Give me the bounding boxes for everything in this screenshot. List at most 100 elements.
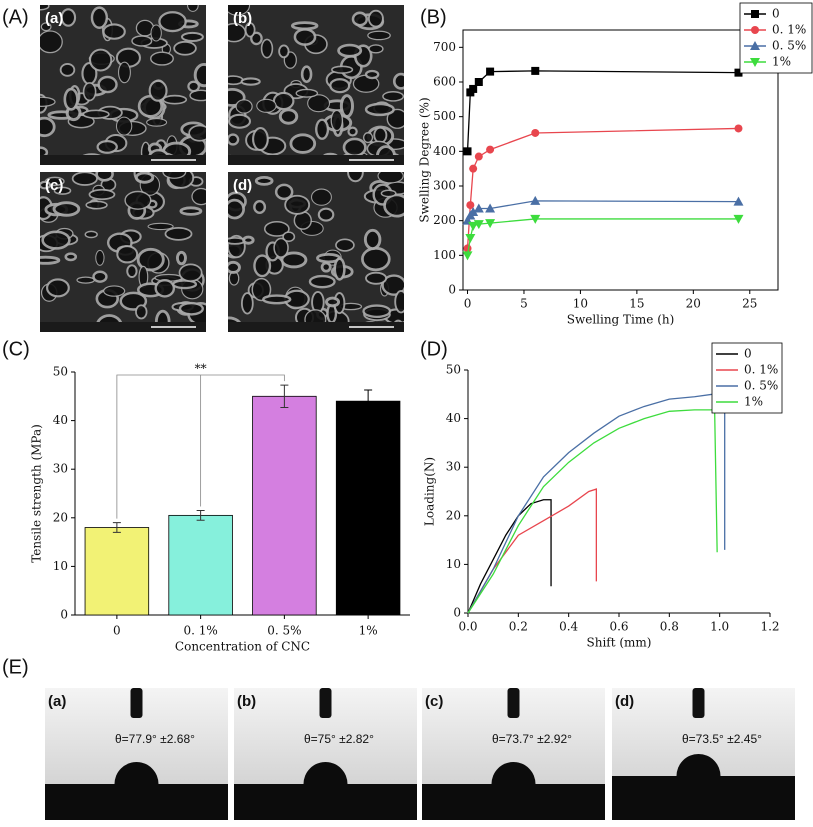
chart: 0 100 200 300 400 500 600 700 0 5 10 15 20 25 Swelling… [418, 2, 813, 327]
y-tick-label: 200 [433, 213, 456, 227]
image-label: (d) [615, 693, 634, 710]
pore [273, 237, 289, 258]
pore [97, 75, 118, 94]
pore [134, 172, 155, 184]
pore [363, 228, 382, 251]
pore [71, 172, 98, 186]
pore [178, 263, 203, 282]
pore [228, 198, 246, 220]
pore [117, 61, 131, 84]
pore [164, 226, 193, 241]
pore [147, 222, 174, 231]
pore [320, 261, 332, 273]
pore [179, 206, 203, 216]
marker [531, 66, 540, 75]
pore [40, 255, 61, 265]
sem-texture [40, 172, 206, 332]
y-tick-label: 30 [446, 460, 461, 474]
pore [386, 108, 404, 129]
pore [364, 102, 395, 117]
info-bar [228, 155, 404, 165]
y-axis-label: Swelling Degree (%) [418, 97, 432, 222]
series-line [466, 200, 739, 221]
pore [242, 235, 255, 245]
plot-frame [462, 29, 779, 291]
pore [361, 246, 391, 272]
substrate [612, 776, 795, 820]
y-tick-label: 600 [433, 75, 456, 89]
pore [191, 187, 206, 206]
marker [486, 67, 495, 76]
substrate [234, 784, 417, 820]
pore [88, 188, 116, 201]
pore [124, 190, 152, 210]
y-tick-label: 50 [53, 365, 68, 379]
pore [158, 11, 187, 33]
x-tick-label: 0.6 [609, 620, 628, 634]
marker [469, 164, 478, 173]
x-tick-label: 25 [742, 297, 757, 311]
legend-label: 0. 1% [772, 23, 806, 37]
x-tick-label: 0 [464, 297, 472, 311]
pore [383, 193, 404, 218]
pore [131, 35, 153, 47]
pore [347, 172, 364, 183]
pore [331, 65, 354, 74]
needle [692, 688, 705, 718]
marker [473, 203, 484, 213]
y-tick-label: 0 [448, 283, 456, 297]
pore [278, 44, 290, 59]
series-line [467, 488, 597, 614]
contact-angle-image: (c) θ=73.7° ±2.92° [422, 688, 605, 820]
pore [150, 24, 162, 42]
pore [377, 172, 404, 184]
contact-angle-image: (d) θ=73.5° ±2.45° [612, 688, 795, 820]
pore [90, 6, 109, 29]
bar [335, 400, 401, 616]
x-tick-label: 1.0 [710, 620, 729, 634]
x-tick-label: 0.0 [458, 620, 477, 634]
marker [469, 84, 478, 93]
x-axis-label: Shift (mm) [587, 636, 652, 650]
pore [254, 176, 274, 186]
x-tick-label: 0.8 [660, 620, 679, 634]
pore [250, 31, 263, 46]
pore [89, 48, 113, 72]
pore [228, 260, 241, 274]
y-axis-label: Tensile strength (MPa) [30, 424, 44, 563]
y-tick-label: 20 [446, 508, 461, 522]
pore [290, 21, 319, 31]
needle [130, 688, 143, 718]
y-tick-label: 300 [433, 179, 456, 193]
image-label: (d) [233, 177, 252, 194]
pore [392, 72, 404, 90]
pore [154, 278, 176, 298]
pore [53, 186, 72, 195]
droplet [676, 754, 721, 776]
bar [168, 514, 233, 616]
pore [300, 65, 313, 84]
pore [362, 304, 392, 319]
legend-label: 0. 5% [772, 39, 806, 53]
panel-label: (E) [2, 656, 29, 678]
pore [315, 118, 330, 140]
x-tick-label: 5 [520, 297, 528, 311]
image-label: (b) [233, 10, 252, 27]
pore [311, 188, 332, 206]
pore [228, 236, 246, 245]
x-tick-label: 1.2 [760, 620, 779, 634]
contact-angle-text: θ=73.7° ±2.92° [492, 732, 572, 746]
pore [96, 139, 118, 154]
pore [256, 98, 277, 113]
pore [189, 89, 206, 102]
y-tick-label: 20 [53, 510, 68, 524]
pore [260, 38, 274, 59]
error-bar [112, 522, 121, 533]
sem-image: (c) [40, 172, 206, 332]
pore [135, 304, 148, 320]
sem-image: (a) [40, 5, 206, 165]
marker [750, 41, 760, 50]
needle [507, 688, 520, 718]
image-label: (a) [48, 693, 66, 710]
x-tick-label: 0. 1% [183, 624, 217, 638]
